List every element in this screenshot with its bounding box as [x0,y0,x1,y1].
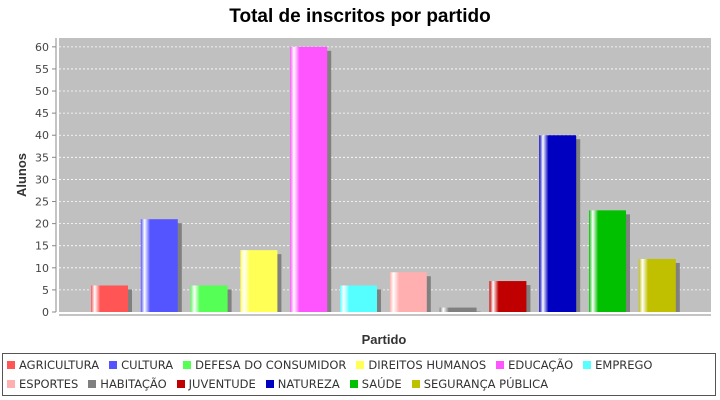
bar-habitação [439,307,477,312]
legend-label: DEFESA DO CONSUMIDOR [195,358,347,373]
legend-item: AGRICULTURA [7,357,99,374]
legend-item: CULTURA [109,357,173,374]
legend-label: CULTURA [121,358,174,373]
legend-item: SEGURANÇA PÚBLICA [411,375,549,392]
legend-label: DIREITOS HUMANOS [368,358,487,373]
legend-swatch [176,379,185,388]
chart-legend: AGRICULTURA CULTURA DEFESA DO CONSUMIDOR DI… [2,353,716,396]
bar-juventude [489,281,527,312]
legend-swatch [7,379,15,388]
legend-swatch [349,379,358,388]
legend-label: JUVENTUDE [188,376,256,391]
legend-label: AGRICULTURA [19,358,100,373]
bar-esportes [389,272,427,312]
y-tick-label: 50 [35,85,49,98]
legend-swatch [109,361,118,370]
bar-natureza [539,135,577,312]
bar-defesa-do-consumidor [190,285,228,312]
legend-item: NATUREZA [265,375,340,392]
y-tick-label: 25 [35,196,49,209]
legend-label: NATUREZA [277,376,340,391]
chart-title: Total de inscritos por partido [229,6,490,27]
bar-agricultura [91,285,128,312]
legend-swatch [496,361,505,370]
x-axis-label: Partido [362,332,407,347]
legend-swatch [183,361,192,370]
y-axis-label: Alunos [14,153,29,197]
bar-cultura [140,219,178,312]
y-tick-label: 45 [35,107,49,120]
legend-label: ESPORTES [19,376,79,391]
legend-swatch [583,361,592,370]
legend-item: JUVENTUDE [176,375,256,392]
legend-label: EDUCAÇÃO [508,358,574,373]
legend-item: EDUCAÇÃO [496,357,573,374]
legend-swatch [265,379,274,388]
legend-label: SAÚDE [361,376,402,391]
legend-swatch [88,379,97,388]
legend-item: ESPORTES [7,375,78,392]
bar-direitos-humanos [240,250,278,312]
y-tick-label: 35 [35,151,49,164]
bar-segurança-pública [638,258,676,312]
legend-swatch [411,379,420,388]
legend-swatch [7,361,15,370]
legend-swatch [356,361,365,370]
y-tick-label: 10 [35,262,49,275]
bar-chart: Total de inscritos por partido 0 5 10 15 20 2… [14,6,711,347]
y-tick-label: 40 [35,129,49,142]
legend-label: SEGURANÇA PÚBLICA [423,376,549,391]
y-tick-label: 5 [42,284,49,297]
legend-item: EMPREGO [583,357,652,374]
bar-emprego [340,285,377,312]
legend-item: HABITAÇÃO [88,375,167,392]
bars [91,46,680,312]
y-tick-label: 60 [35,41,49,54]
y-tick-label: 30 [35,173,49,186]
y-tick-label: 15 [35,240,49,253]
legend-item: DEFESA DO CONSUMIDOR [183,357,346,374]
legend-label: EMPREGO [595,358,653,373]
bar-saúde [589,210,626,312]
y-tick-label: 0 [42,306,49,319]
y-tick-label: 20 [35,218,49,231]
legend-item: SAÚDE [349,375,402,392]
y-tick-label: 55 [35,63,49,76]
y-axis-ticks: 0 5 10 15 20 25 30 35 40 45 50 55 60 [35,41,56,319]
legend-item: DIREITOS HUMANOS [356,357,486,374]
bar-educação [290,46,328,312]
legend-label: HABITAÇÃO [100,376,167,391]
